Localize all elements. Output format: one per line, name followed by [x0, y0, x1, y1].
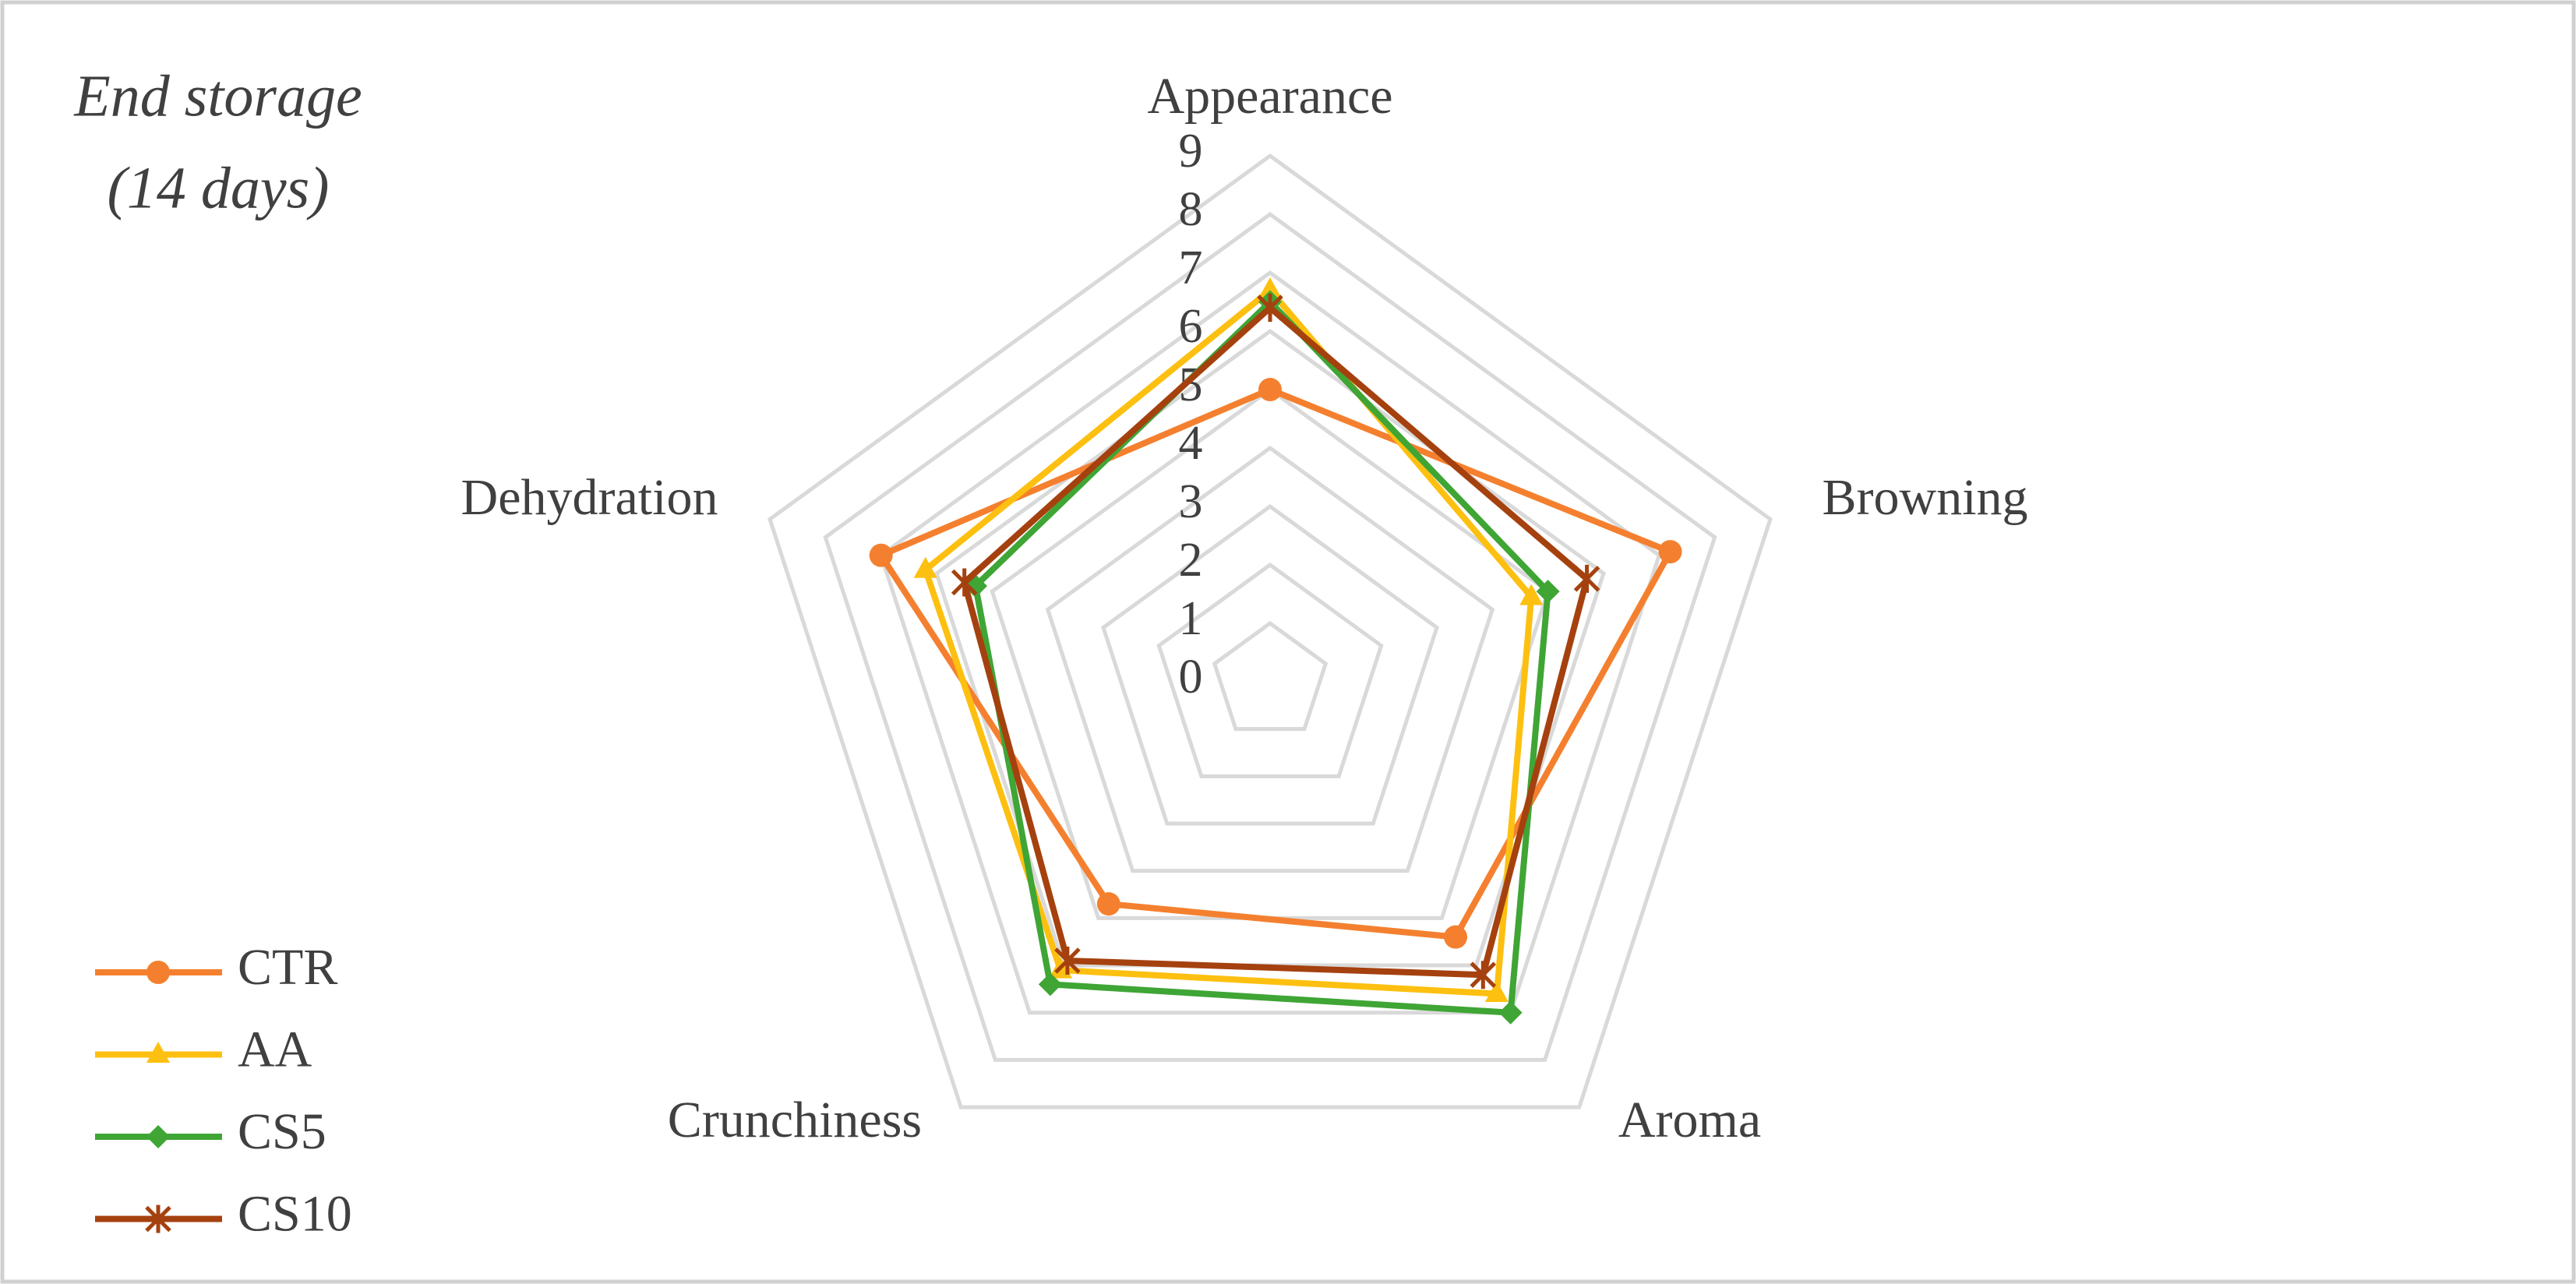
legend-marker — [146, 961, 170, 984]
axis-label: Browning — [1823, 469, 2028, 526]
legend-label: CS5 — [238, 1103, 326, 1160]
legend-marker — [146, 1042, 170, 1063]
marker — [1054, 946, 1081, 975]
legend-marker — [146, 1125, 170, 1148]
r-tick-label: 0 — [1179, 651, 1203, 704]
marker — [1470, 961, 1497, 989]
axis-label: Crunchiness — [668, 1092, 922, 1148]
series-line — [922, 287, 1535, 997]
grid-ring — [1156, 562, 1384, 778]
r-tick-label: 1 — [1179, 592, 1203, 645]
marker — [951, 568, 978, 597]
marker — [1038, 972, 1062, 997]
marker — [1258, 378, 1282, 401]
series-line — [972, 298, 1551, 1016]
axis-label: Aroma — [1618, 1092, 1761, 1148]
grid-ring — [878, 270, 1662, 1015]
marker — [1484, 980, 1509, 1002]
r-tick-label: 3 — [1179, 475, 1203, 528]
grid-ring — [1101, 503, 1439, 826]
series-line — [877, 386, 1674, 940]
marker — [1444, 925, 1468, 949]
marker — [1257, 294, 1283, 322]
marker — [1658, 540, 1682, 564]
r-tick-label: 7 — [1179, 242, 1203, 295]
legend-label: CTR — [238, 939, 337, 996]
marker — [1536, 580, 1560, 604]
r-tick-label: 2 — [1179, 534, 1203, 587]
marker — [1258, 277, 1282, 298]
marker — [1498, 1000, 1523, 1025]
series-line — [961, 305, 1590, 979]
axis-label: Appearance — [1147, 68, 1392, 125]
legend-label: CS10 — [238, 1186, 352, 1243]
axis-label: Dehydration — [461, 469, 718, 526]
grid-ring — [768, 153, 1773, 1109]
grid-ring — [823, 211, 1717, 1062]
legend-marker — [145, 1205, 171, 1233]
r-tick-label: 8 — [1179, 183, 1203, 236]
chart-title: End storage — [73, 63, 362, 129]
marker — [869, 543, 893, 567]
marker — [1519, 584, 1544, 605]
marker — [1096, 892, 1120, 916]
r-tick-label: 9 — [1179, 125, 1203, 178]
marker — [913, 556, 937, 578]
grid-ring — [1212, 620, 1329, 732]
marker — [1573, 564, 1600, 593]
grid-ring — [1045, 445, 1495, 873]
chart-title: (14 days) — [108, 155, 330, 220]
legend-label: AA — [238, 1021, 312, 1078]
